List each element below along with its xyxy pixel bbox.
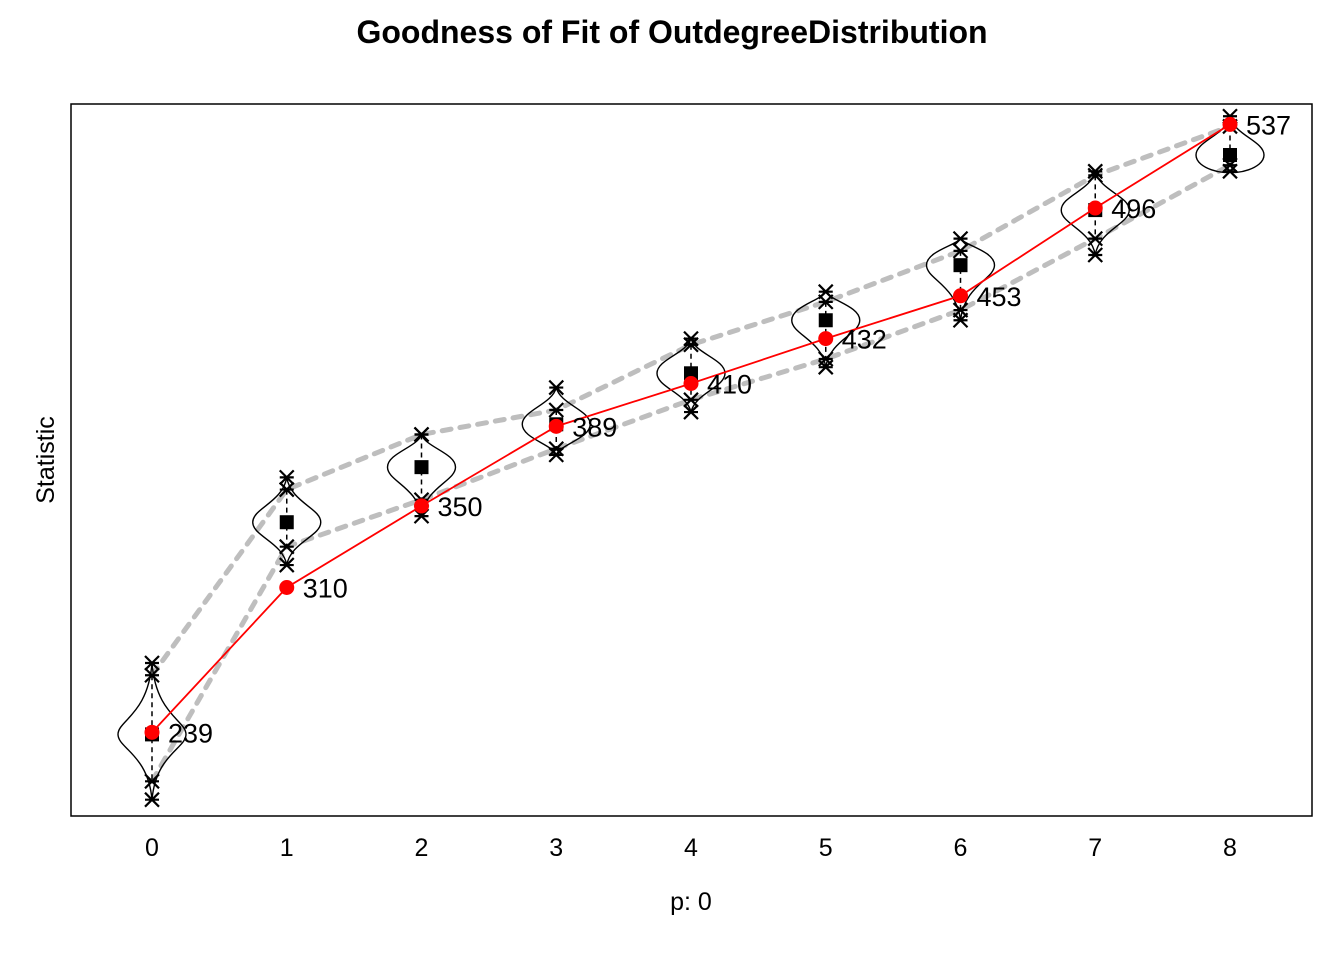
sim-median-marker-4: [684, 366, 698, 381]
sim-median-marker-6: [953, 258, 968, 273]
observed-point-7: [1087, 200, 1103, 216]
x-tick-label-8: 8: [1223, 834, 1237, 862]
sim-upper-marker-1: [278, 481, 295, 498]
chart-title: Goodness of Fit of OutdegreeDistribution: [356, 14, 987, 50]
sim-upper-marker-7: [1087, 167, 1104, 184]
observed-point-0: [144, 724, 160, 740]
sim-median-marker-5: [818, 313, 833, 328]
series-layer: [144, 116, 1238, 740]
observed-point-2: [414, 498, 429, 514]
observed-point-6: [953, 288, 968, 304]
sim-upper-marker-3: [548, 402, 565, 418]
sim-min-marker-7: [1087, 247, 1104, 263]
sim-min-marker-6: [952, 312, 969, 329]
sim-upper-marker-5: [817, 294, 834, 310]
data-label-2: 350: [438, 492, 483, 522]
sim-lower-marker-4: [683, 392, 699, 408]
x-tick-label-7: 7: [1088, 834, 1102, 862]
observed-line: [151, 123, 1231, 733]
sim-upper-marker-0: [144, 667, 160, 684]
label-layer: 239 310 350 389 410 432 453 496 537: [168, 110, 1291, 748]
x-tick-label-3: 3: [549, 834, 563, 862]
data-label-8: 537: [1246, 110, 1291, 140]
data-label-0: 239: [168, 718, 213, 748]
sim-min-marker-3: [548, 447, 565, 463]
x-tick-label-2: 2: [415, 834, 429, 862]
sim-median-marker-8: [1223, 148, 1237, 163]
data-label-7: 496: [1111, 194, 1156, 224]
data-label-1: 310: [303, 574, 348, 604]
x-axis-label: p: 0: [670, 888, 712, 916]
sim-max-marker-1: [278, 469, 295, 486]
data-label-4: 410: [707, 369, 752, 399]
plot-frame: [70, 103, 1313, 817]
sim-max-marker-6: [952, 230, 969, 247]
violin-layer: [117, 108, 1265, 808]
sim-min-marker-4: [683, 404, 699, 420]
x-tick-label-0: 0: [145, 834, 159, 862]
observed-point-5: [818, 331, 834, 347]
observed-point-4: [683, 375, 699, 391]
data-label-5: 432: [842, 325, 887, 355]
data-label-3: 389: [572, 412, 617, 442]
sim-min-marker-1: [278, 557, 295, 573]
x-tick-label-6: 6: [954, 834, 968, 862]
sim-upper-marker-6: [952, 243, 969, 259]
sim-min-marker-5: [817, 359, 834, 375]
sim-upper-marker-4: [683, 336, 699, 353]
observed-point-8: [1222, 116, 1238, 132]
data-label-6: 453: [977, 282, 1022, 312]
sim-min-marker-0: [144, 791, 160, 808]
lower-band-line: [149, 162, 1233, 784]
x-tick-label-5: 5: [819, 834, 833, 862]
sim-max-marker-0: [144, 655, 160, 671]
y-axis-label: Statistic: [32, 416, 60, 504]
sim-upper-marker-2: [413, 426, 430, 443]
sim-lower-marker-0: [144, 773, 160, 790]
upper-band-line: [149, 123, 1233, 678]
sim-min-marker-8: [1222, 163, 1238, 180]
sim-median-marker-1: [279, 515, 294, 530]
observed-point-3: [548, 418, 564, 434]
x-tick-label-1: 1: [280, 834, 294, 862]
sim-lower-marker-1: [278, 538, 295, 555]
sim-median-marker-2: [414, 460, 429, 475]
x-tick-label-4: 4: [684, 834, 698, 862]
sim-lower-marker-7: [1087, 230, 1104, 247]
x-axis-ticks: 0 1 2 3 4 5 6 7 8: [145, 834, 1237, 862]
sim-max-marker-3: [548, 379, 565, 396]
observed-point-1: [279, 580, 295, 596]
